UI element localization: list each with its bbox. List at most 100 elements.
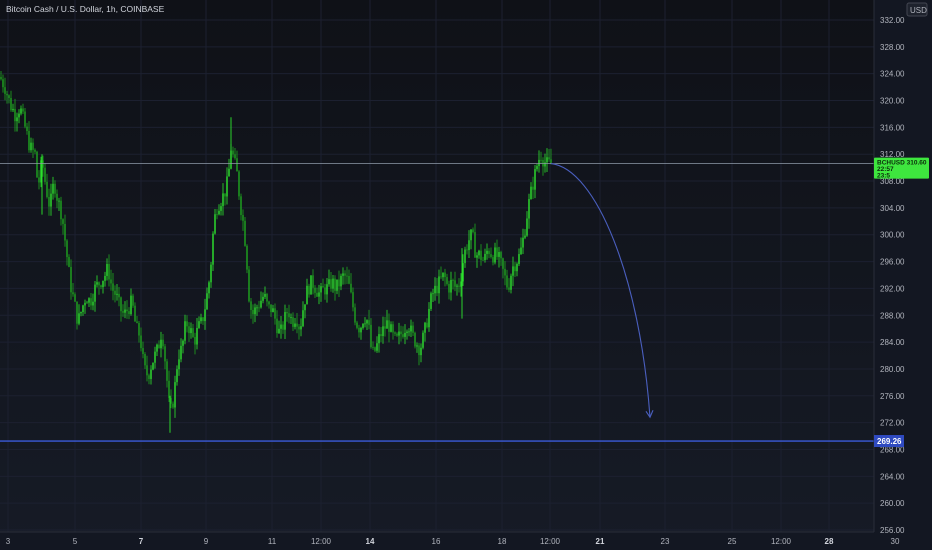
- candle-body: [28, 131, 30, 151]
- candle-body: [380, 334, 382, 337]
- candle-body: [260, 300, 262, 308]
- y-tick-label: 296.00: [880, 258, 905, 267]
- x-tick-label: 14: [366, 537, 375, 546]
- candle-body: [124, 309, 126, 313]
- candle-body: [196, 327, 198, 345]
- projection-arrowhead: [645, 410, 654, 419]
- candle-body: [174, 382, 176, 408]
- candle-body: [210, 264, 212, 283]
- candle-body: [536, 166, 538, 170]
- candle-body: [418, 345, 420, 356]
- candle-body: [450, 280, 452, 293]
- candle-body: [386, 320, 388, 329]
- candle-body: [130, 295, 132, 315]
- candle-body: [414, 332, 416, 347]
- candle-body: [36, 151, 38, 178]
- candle-body: [438, 276, 440, 294]
- x-tick-label: 5: [73, 537, 78, 546]
- candle-body: [54, 183, 56, 194]
- candle-body: [392, 324, 394, 333]
- candle-body: [6, 93, 8, 96]
- candle-body: [12, 108, 14, 111]
- candle-body: [186, 321, 188, 327]
- candle-body: [120, 297, 122, 312]
- candle-body: [522, 237, 524, 248]
- price-axis[interactable]: [874, 0, 932, 550]
- candle-body: [138, 322, 140, 336]
- candle-body: [276, 318, 278, 334]
- candle-body: [184, 321, 186, 341]
- candle-body: [312, 275, 314, 288]
- projection-curve[interactable]: [550, 163, 651, 418]
- candle-body: [8, 95, 10, 98]
- candle-body: [406, 331, 408, 333]
- candle-body: [102, 280, 104, 288]
- candle-body: [72, 292, 74, 295]
- candle-body: [178, 359, 180, 370]
- candle-body: [374, 347, 376, 351]
- candle-body: [242, 215, 244, 221]
- candle-body: [240, 196, 242, 216]
- candle-body: [340, 275, 342, 287]
- candle-body: [470, 229, 472, 241]
- x-tick-label: 12:00: [311, 537, 332, 546]
- candle-body: [118, 293, 120, 298]
- x-tick-label: 12:00: [540, 537, 561, 546]
- candle-body: [300, 326, 302, 330]
- currency-label[interactable]: USD: [906, 2, 928, 17]
- candle-body: [378, 334, 380, 344]
- candle-body: [286, 312, 288, 314]
- candle-body: [132, 295, 134, 306]
- candle-body: [172, 403, 174, 408]
- candle-body: [64, 223, 66, 241]
- candle-body: [46, 181, 48, 198]
- candle-body: [534, 169, 536, 190]
- candle-body: [420, 347, 422, 356]
- candle-body: [108, 263, 110, 280]
- candle-body: [538, 159, 540, 167]
- price-badge-line: 22:57: [877, 166, 894, 173]
- time-axis[interactable]: [0, 532, 874, 550]
- candle-body: [160, 339, 162, 349]
- candle-layer: [0, 71, 552, 433]
- y-tick-label: 320.00: [880, 97, 905, 106]
- line-layer: [0, 163, 874, 442]
- candle-body: [148, 375, 150, 379]
- candle-body: [478, 250, 480, 256]
- candle-body: [358, 327, 360, 333]
- candle-body: [302, 310, 304, 327]
- candle-body: [194, 336, 196, 345]
- candle-body: [436, 285, 438, 294]
- candle-body: [214, 214, 216, 234]
- candle-body: [462, 263, 464, 282]
- candle-body: [56, 193, 58, 201]
- candle-body: [320, 286, 322, 293]
- candle-body: [88, 298, 90, 303]
- candle-body: [188, 326, 190, 334]
- candle-body: [226, 176, 228, 197]
- candle-body: [30, 142, 32, 151]
- candle-body: [142, 348, 144, 354]
- candle-body: [68, 257, 70, 267]
- candle-body: [516, 263, 518, 272]
- candle-body: [330, 279, 332, 289]
- candle-body: [282, 324, 284, 330]
- candle-body: [48, 197, 50, 207]
- y-tick-label: 280.00: [880, 365, 905, 374]
- candle-body: [94, 284, 96, 302]
- candle-body: [22, 108, 24, 112]
- candle-body: [274, 308, 276, 319]
- price-badge-line: 23:5: [877, 173, 890, 180]
- candle-body: [474, 232, 476, 258]
- candle-body: [496, 247, 498, 257]
- candle-body: [266, 293, 268, 302]
- candle-body: [116, 293, 118, 295]
- candle-body: [24, 111, 26, 127]
- candle-body: [368, 320, 370, 325]
- candle-body: [70, 266, 72, 293]
- candle-body: [278, 328, 280, 334]
- candle-body: [364, 323, 366, 325]
